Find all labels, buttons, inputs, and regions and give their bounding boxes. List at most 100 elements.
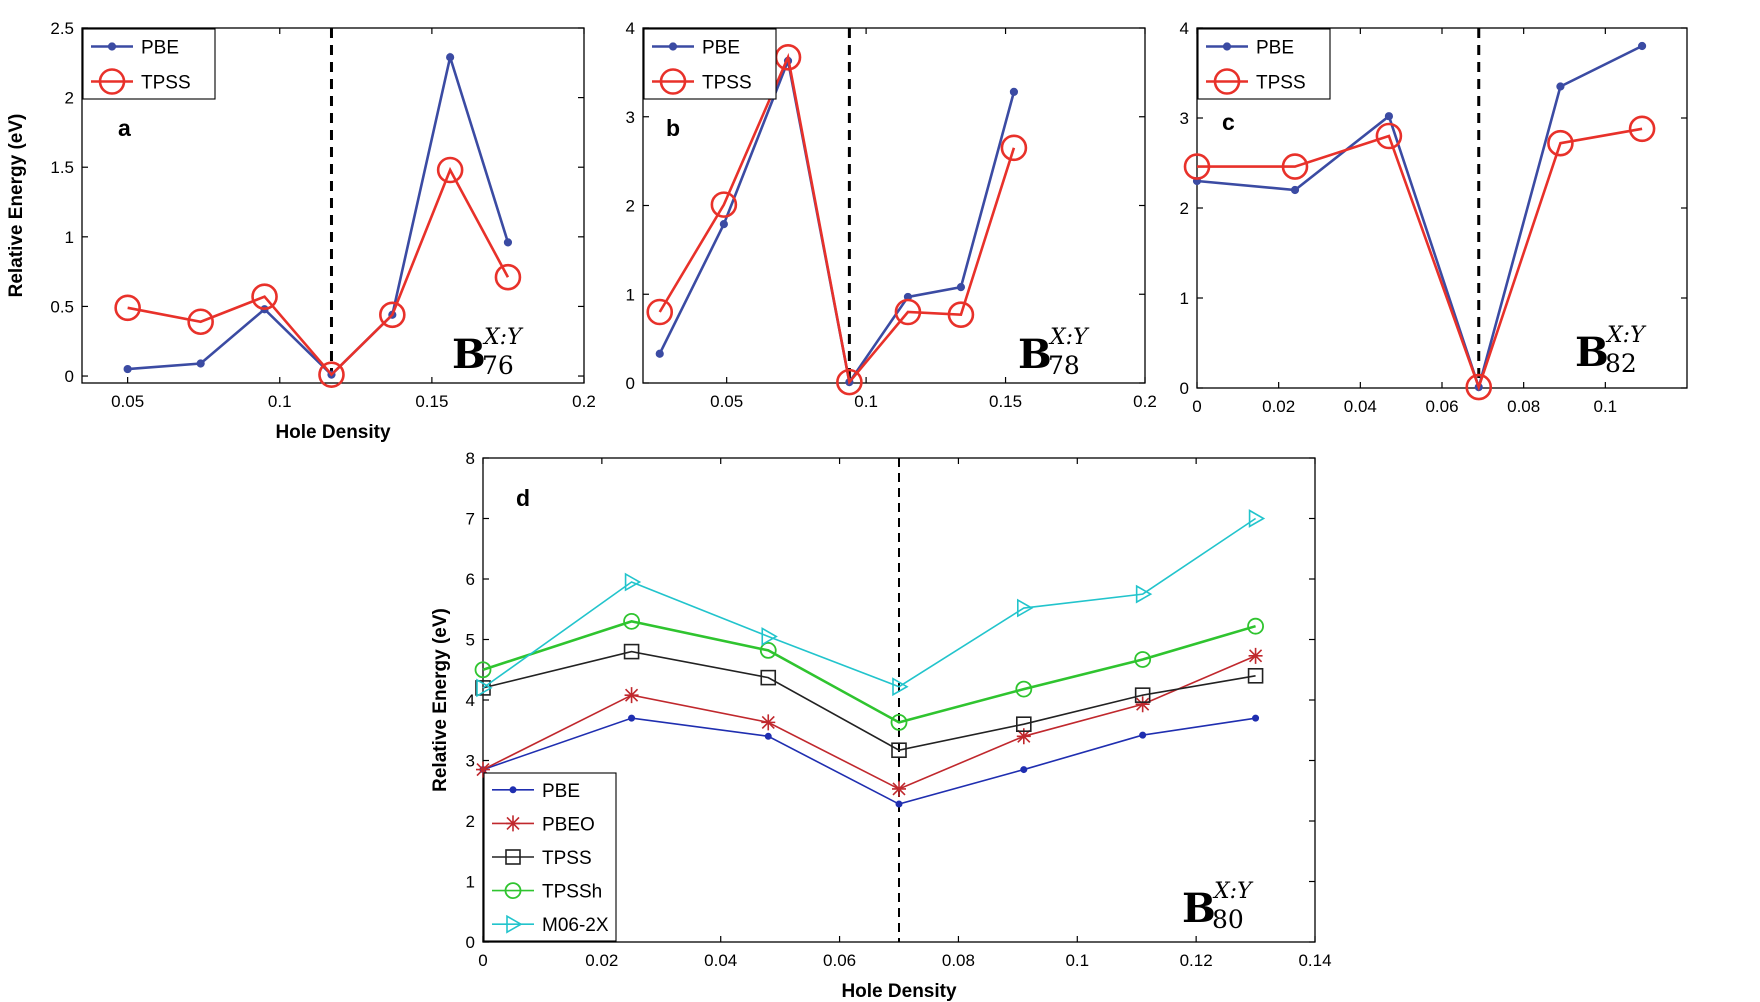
x-tick-label: 0.04 [1344, 397, 1377, 416]
x-tick-label: 0.02 [1262, 397, 1295, 416]
legend: PBE TPSS [1197, 28, 1331, 100]
formula-subscript: 80 [1212, 905, 1244, 934]
data-point [1015, 716, 1032, 733]
data-point [655, 349, 664, 358]
data-point [1183, 153, 1211, 180]
x-tick-label: 0.2 [572, 392, 596, 411]
data-point [646, 298, 674, 326]
series-tpss [114, 156, 522, 388]
data-point [947, 301, 975, 328]
y-tick-label: 8 [466, 449, 475, 468]
y-tick-label: 2 [626, 197, 635, 216]
data-point [1290, 185, 1300, 195]
x-tick-label: 0.02 [585, 951, 618, 970]
formula-base: B [1018, 331, 1052, 378]
legend: PBE TPSS [82, 28, 216, 100]
data-point [509, 786, 517, 794]
data-point [628, 714, 636, 722]
y-tick-label: 3 [1180, 109, 1189, 128]
data-point [1281, 153, 1309, 180]
formula-superscript: X:Y [482, 325, 524, 350]
data-point [1000, 134, 1028, 162]
data-point [1222, 42, 1232, 51]
legend: PBE PBEO TPSS TPSSh M06-2X [483, 772, 617, 942]
series-tpss [475, 643, 1264, 759]
data-point [98, 68, 126, 95]
y-tick-label: 3 [626, 108, 635, 127]
data-point [1135, 696, 1150, 713]
formula-base: B [1575, 329, 1609, 376]
x-axis-label: Hole Density [841, 981, 957, 1002]
series-m06-2x [476, 509, 1266, 698]
data-point [761, 714, 776, 731]
x-tick-label: 0.12 [1180, 951, 1213, 970]
data-point [1015, 680, 1033, 698]
y-tick-label: 1 [466, 873, 475, 892]
series-line [482, 517, 1257, 689]
series-pbeo [476, 647, 1263, 797]
data-point [623, 612, 640, 630]
data-point [1016, 728, 1031, 745]
formula-subscript: 78 [1048, 351, 1080, 380]
legend-box [82, 28, 216, 100]
data-point [624, 572, 642, 592]
x-tick-label: 0.08 [1507, 397, 1540, 416]
legend-item-pbeo: PBEO [492, 814, 595, 835]
data-point [956, 283, 966, 292]
data-point [761, 627, 778, 646]
data-point [1465, 373, 1493, 401]
data-point [1016, 598, 1034, 618]
data-point [624, 687, 639, 704]
y-tick-label: 4 [1180, 19, 1189, 38]
legend-label: TPSS [141, 73, 191, 94]
data-point [196, 359, 205, 368]
legend-item-m06-2x: M06-2X [492, 914, 609, 936]
series-line [1197, 127, 1643, 392]
legend-label: TPSS [702, 73, 752, 94]
data-point [187, 308, 214, 336]
data-point [891, 742, 907, 759]
legend-label: PBE [1256, 38, 1294, 59]
legend-item-tpss: TPSS [652, 68, 752, 95]
y-tick-label: 2.5 [50, 19, 74, 38]
data-point [251, 283, 278, 310]
legend-item-tpss: TPSS [91, 68, 191, 95]
panel-label: d [516, 485, 530, 511]
data-point [759, 641, 777, 659]
formula-subscript: 76 [482, 351, 514, 380]
data-point [764, 732, 772, 740]
data-point [123, 364, 132, 374]
y-tick-label: 5 [466, 631, 475, 650]
legend-item-tpss: TPSS [492, 848, 592, 869]
panel-label: c [1222, 109, 1235, 135]
data-point [1248, 509, 1266, 528]
y-tick-label: 2 [65, 89, 74, 108]
series-line [658, 52, 1016, 386]
legend-label: TPSSh [542, 882, 602, 903]
data-point [504, 882, 522, 899]
data-point [890, 713, 908, 731]
data-point [1139, 731, 1147, 739]
x-tick-label: 0.1 [1594, 397, 1618, 416]
y-tick-label: 0 [65, 367, 74, 386]
x-tick-label: 0.06 [823, 951, 856, 970]
x-axis-label: Hole Density [275, 422, 391, 443]
data-point [1213, 68, 1241, 95]
data-point [1009, 87, 1019, 97]
data-point [494, 263, 522, 291]
data-point [1134, 651, 1152, 668]
data-point [1252, 714, 1260, 722]
data-point [894, 298, 922, 326]
legend-item-pbe: PBE [652, 38, 740, 59]
x-tick-label: 0.1 [268, 392, 292, 411]
legend-item-pbe: PBE [492, 781, 580, 802]
legend: PBE TPSS [643, 28, 777, 100]
legend-label: TPSS [1256, 73, 1306, 94]
data-point [1247, 667, 1264, 684]
data-point [503, 238, 513, 247]
data-point [506, 914, 523, 934]
chart-d: 0 0.02 0.04 0.06 0.08 0.1 0.12 0.14 0 1 2 3 4 5 6 7 8 Hol… [430, 449, 1332, 1002]
